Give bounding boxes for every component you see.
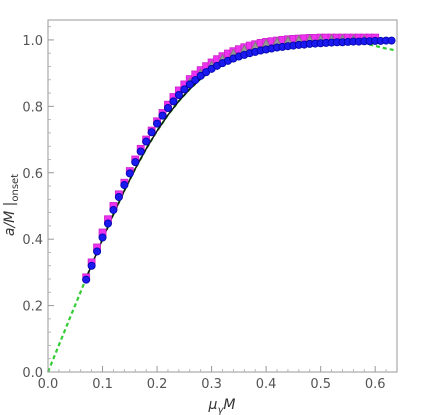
x-tick-label: 0.2 [147,377,168,392]
blue-circle-point [87,261,96,270]
blue-circle-point [120,181,129,190]
x-tick-label: 0.5 [310,377,331,392]
blue-circle-point [136,147,145,156]
x-axis-title: μγM [208,397,236,415]
y-tick-label: 1.0 [22,34,43,49]
x-tick-label: 0.4 [256,377,277,392]
blue-circle-point [387,36,396,45]
y-tick-label: 0.8 [22,100,43,115]
blue-circle-point [125,169,134,178]
blue-circle-point [103,219,112,228]
blue-circle-point [82,275,91,284]
blue-circle-point [98,233,107,242]
x-tick-label: 0.1 [92,377,113,392]
series-4-circle-markers [82,36,396,284]
blue-circle-point [158,111,167,120]
tick-layer: 0.0 0.1 0.2 0.3 0.4 0.5 0.6 0.0 0.2 0.4 0.6 0.8 1.0 [22,26,387,392]
y-tick-label: 0.6 [22,167,43,182]
y-tick-label: 0.0 [22,366,43,381]
y-tick-label: 0.2 [22,300,43,315]
blue-circle-point [174,91,183,100]
x-tick-label: 0.6 [365,377,386,392]
blue-circle-point [180,85,189,94]
y-axis-title: a/M |onset [2,174,21,236]
blue-circle-point [142,137,151,146]
blue-circle-point [196,71,205,80]
y-tick-label: 0.4 [22,233,43,248]
blue-circle-point [109,205,118,214]
series-layer [46,33,398,373]
x-tick-label: 0.3 [201,377,222,392]
blue-circle-point [147,128,156,137]
blue-circle-point [185,80,194,89]
blue-circle-point [163,104,172,113]
blue-circle-point [191,76,200,85]
blue-circle-point [114,192,123,201]
blue-circle-point [93,247,102,256]
blue-circle-point [131,158,140,167]
blue-circle-point [169,97,178,106]
x-tick-label: 0.0 [38,377,59,392]
blue-circle-point [153,119,162,128]
